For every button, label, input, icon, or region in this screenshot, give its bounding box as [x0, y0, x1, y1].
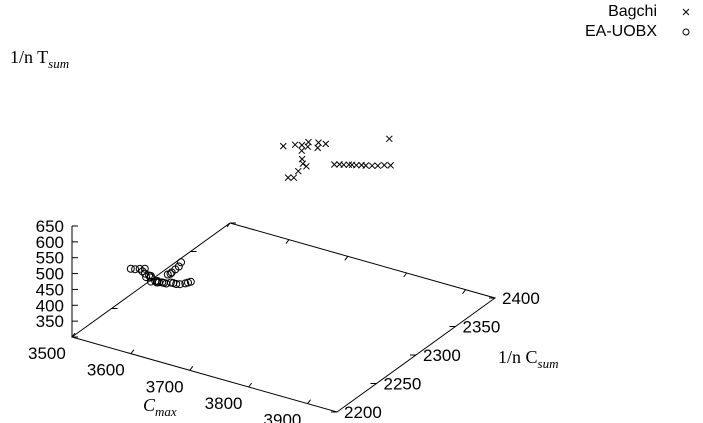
- data-point-circle: [138, 267, 147, 276]
- data-point-cross: [368, 162, 376, 170]
- data-point-circle: [177, 258, 185, 267]
- y-tick-label: 2350: [463, 318, 501, 337]
- data-point-cross: [322, 140, 330, 148]
- data-points: [126, 135, 394, 289]
- data-point-cross: [294, 167, 302, 175]
- legend-marker-ea-uobx: [682, 28, 690, 36]
- z-tick-label: 450: [36, 280, 64, 299]
- z-axis-title: 1/n Tsum: [10, 47, 69, 71]
- legend: Bagchi EA-UOBX: [585, 3, 690, 40]
- data-point-cross: [290, 174, 298, 182]
- x-tick: [189, 366, 194, 371]
- legend-label-ea-uobx: EA-UOBX: [585, 23, 657, 40]
- data-point-cross: [304, 143, 312, 151]
- data-point-cross: [387, 162, 394, 169]
- data-point-circle: [175, 280, 184, 289]
- x-tick-back: [462, 289, 466, 294]
- data-point-cross: [330, 161, 338, 168]
- legend-marker-bagchi: [682, 8, 690, 16]
- z-tick-label: 500: [36, 265, 64, 284]
- data-point-cross: [291, 141, 299, 149]
- x-tick-back: [403, 272, 408, 278]
- data-point-cross: [303, 162, 310, 170]
- x-tick: [307, 399, 311, 404]
- data-point-cross: [284, 174, 292, 181]
- data-point-circle: [172, 280, 181, 288]
- series-bagchi: [279, 135, 394, 182]
- base-plane: [70, 222, 497, 413]
- z-tick-label: 600: [36, 233, 64, 252]
- series-ea-uobx: [126, 258, 195, 289]
- data-point-circle: [126, 264, 135, 273]
- x-tick-label: 3800: [205, 394, 243, 413]
- x-tick-label: 3600: [87, 361, 125, 380]
- x-tick-label: 3500: [28, 344, 66, 363]
- y-tick-label: 2250: [384, 375, 422, 394]
- data-point-cross: [385, 135, 393, 143]
- data-point-cross: [362, 162, 370, 169]
- data-point-circle: [166, 269, 175, 278]
- data-point-cross: [314, 144, 322, 152]
- x-tick-back: [226, 222, 231, 228]
- data-point-cross: [340, 161, 348, 169]
- y-tick-label: 2300: [423, 346, 461, 365]
- data-point-circle: [131, 265, 140, 274]
- x-tick-label: 3700: [146, 377, 184, 396]
- data-point-circle: [135, 264, 144, 273]
- legend-label-bagchi: Bagchi: [608, 3, 657, 20]
- x-tick: [71, 332, 76, 338]
- y-tick-label: 2200: [344, 403, 382, 422]
- data-point-cross: [353, 161, 360, 169]
- data-point-cross: [345, 161, 353, 169]
- data-point-cross: [298, 141, 306, 149]
- axes: [70, 222, 497, 413]
- x-tick: [130, 349, 135, 354]
- data-point-circle: [174, 262, 183, 271]
- z-tick-label: 650: [36, 217, 64, 236]
- data-point-circle: [186, 277, 195, 286]
- data-point-circle: [146, 273, 155, 282]
- x-tick-label: 3900: [264, 411, 302, 423]
- data-point-circle: [140, 264, 149, 273]
- z-tick-label: 550: [36, 249, 64, 268]
- tick-labels: 3500 3600 3700 3800 3900 22002250230023502400…: [28, 217, 540, 423]
- x-tick-back: [344, 256, 349, 261]
- x-tick: [248, 382, 253, 388]
- z-tick-label: 350: [36, 312, 64, 331]
- data-point-cross: [374, 162, 382, 170]
- data-point-cross: [380, 161, 388, 169]
- data-point-cross: [279, 142, 287, 150]
- y-axis-title: 1/n Csum: [498, 347, 558, 371]
- data-point-cross: [315, 139, 322, 146]
- x-tick-back: [285, 239, 290, 244]
- data-point-cross: [298, 147, 306, 155]
- z-tick-label: 400: [36, 296, 64, 315]
- x-axis-title: Cmax: [143, 395, 177, 419]
- y-tick-label: 2400: [502, 289, 540, 308]
- data-point-circle: [146, 277, 155, 286]
- data-point-cross: [299, 160, 307, 168]
